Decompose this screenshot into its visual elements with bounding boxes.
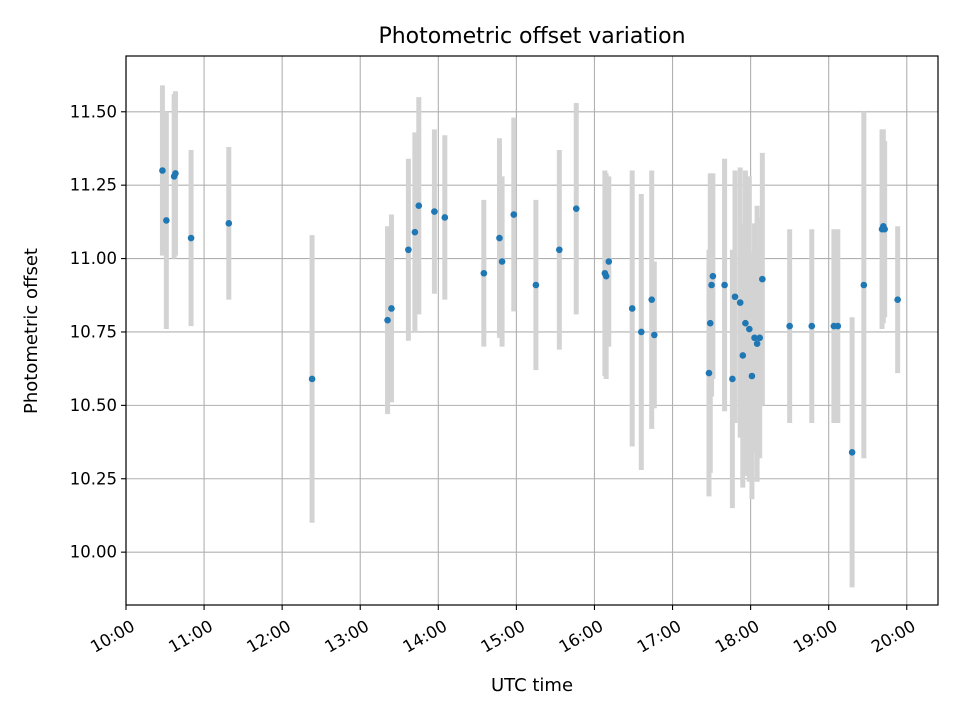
data-point	[441, 214, 449, 221]
data-point	[729, 375, 736, 383]
data-point	[510, 211, 518, 218]
data-point	[187, 234, 195, 242]
data-point	[708, 281, 715, 289]
data-point	[405, 246, 412, 254]
data-point	[753, 340, 761, 348]
data-point	[894, 296, 901, 303]
data-point	[602, 272, 610, 280]
data-point	[860, 281, 868, 289]
data-point	[751, 334, 758, 342]
data-point	[756, 334, 764, 342]
data-point	[388, 305, 395, 312]
data-point	[411, 228, 419, 236]
data-point	[638, 328, 645, 336]
data-points	[159, 167, 901, 456]
data-point	[308, 375, 316, 383]
data-point	[709, 272, 717, 280]
data-point	[786, 322, 793, 330]
data-point	[736, 299, 744, 306]
data-point	[648, 296, 656, 303]
data-point	[651, 331, 658, 339]
grid	[125, 56, 938, 605]
chart-title: Photometric offset variation	[378, 24, 685, 49]
data-point	[746, 325, 753, 333]
y-axis-label: Photometric offset	[21, 248, 42, 414]
data-point	[159, 167, 166, 174]
data-point	[415, 202, 423, 210]
data-point	[532, 281, 540, 289]
data-point	[705, 369, 713, 377]
data-point	[172, 170, 179, 177]
plot-frame	[125, 55, 939, 606]
data-point	[706, 319, 714, 327]
data-point	[759, 275, 766, 283]
y-tick-label: 10.75	[70, 322, 117, 341]
data-point	[834, 322, 842, 330]
data-point	[748, 372, 756, 380]
data-point	[163, 217, 170, 224]
data-point	[731, 293, 739, 301]
y-tick-label: 11.25	[70, 176, 117, 195]
data-point	[572, 205, 580, 212]
data-point	[496, 234, 503, 242]
data-point	[225, 220, 233, 227]
data-point	[742, 319, 749, 327]
data-point	[498, 258, 506, 265]
x-axis-label: UTC time	[491, 675, 573, 696]
y-tick-label: 11.50	[70, 102, 117, 121]
y-tick-label: 10.25	[70, 469, 117, 488]
data-point	[556, 246, 563, 254]
data-point	[605, 258, 613, 265]
y-tick-label: 10.50	[70, 396, 117, 415]
data-point	[848, 449, 856, 456]
data-point	[431, 208, 438, 215]
y-tick-label: 11.00	[70, 249, 117, 268]
data-point	[721, 281, 728, 289]
data-point	[480, 269, 488, 277]
data-point	[808, 322, 816, 330]
y-tick-label: 10.00	[70, 543, 117, 562]
data-point	[881, 225, 888, 233]
data-point	[384, 316, 391, 324]
data-point	[739, 352, 747, 359]
data-point	[628, 305, 636, 312]
